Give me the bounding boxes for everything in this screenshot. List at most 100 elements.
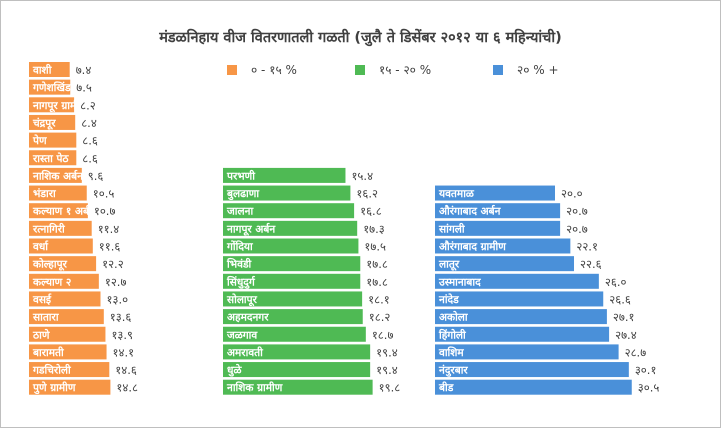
data-label: १४.१ <box>113 345 135 359</box>
data-label: १२.७ <box>105 275 127 289</box>
data-label: ११.६ <box>99 240 121 254</box>
category-label: अमरावती <box>227 346 264 359</box>
bar <box>29 79 71 95</box>
data-label: २८.७ <box>625 345 647 359</box>
data-label: २६.६ <box>609 292 631 306</box>
data-label: २६.० <box>605 275 627 289</box>
data-label: ८.२ <box>80 98 96 112</box>
data-label: १७.८ <box>366 275 388 289</box>
bar <box>435 203 561 219</box>
data-label: १४.८ <box>116 381 138 395</box>
bar <box>223 291 363 307</box>
data-label: १९.८ <box>379 381 401 395</box>
legend-label-low: ० - १५ % <box>251 63 297 77</box>
bar <box>435 379 632 395</box>
bar <box>29 167 82 183</box>
data-label: १२.२ <box>102 257 124 271</box>
bar <box>29 114 76 130</box>
data-label: ७.५ <box>76 81 92 95</box>
category-label: वाशी <box>32 64 53 77</box>
category-label: सोलापूर <box>226 293 258 307</box>
legend-swatch-low <box>227 65 237 75</box>
bar <box>435 238 571 254</box>
data-label: १८.२ <box>369 310 391 324</box>
legend-swatch-high <box>493 65 503 75</box>
data-label: १८.१ <box>368 292 390 306</box>
data-label: २७.४ <box>615 328 637 342</box>
category-label: सांगली <box>438 222 466 235</box>
bar <box>435 220 561 236</box>
bar <box>435 344 619 360</box>
category-label: यवतमाळ <box>438 188 475 200</box>
category-label: रत्नागिरी <box>32 222 66 235</box>
data-label: ८.४ <box>81 116 97 130</box>
bar-group-1: परभणी १५.४ बुलढाणा १६.२ जालना १६.८ नागपूर अर्ब… <box>223 167 401 395</box>
bar <box>223 273 361 289</box>
data-label: २०.७ <box>566 204 588 218</box>
category-label: वाशिम <box>438 346 464 359</box>
data-label: ७.४ <box>76 63 92 77</box>
category-label: वसई <box>32 293 52 306</box>
category-label: औरंगाबाद अर्बन <box>439 205 502 218</box>
bar-group-0: वाशी ७.४ गणेशखिंड ७.५ नागपूर ग्रामीण८.२ चंद्र… <box>29 62 138 395</box>
data-label: १४.६ <box>115 363 137 377</box>
legend-label-mid: १५ - २० % <box>379 63 432 77</box>
category-label: अहमदनगर <box>227 312 269 324</box>
bar <box>435 291 604 307</box>
bar <box>29 344 107 360</box>
data-label: १६.८ <box>360 204 382 218</box>
bar <box>29 362 110 378</box>
category-label: वर्धा <box>32 240 49 253</box>
chart-title: मंडळनिहाय वीज वितरणातली गळती (जुलै ते डि… <box>159 30 562 46</box>
data-label: २७.१ <box>613 310 635 324</box>
data-label: १०.५ <box>93 187 115 201</box>
bar <box>29 220 92 236</box>
category-label: कोल्हापूर <box>32 258 68 272</box>
bar <box>435 256 575 272</box>
bar <box>29 185 87 201</box>
data-label: १०.७ <box>94 204 116 218</box>
bar <box>29 150 77 166</box>
bar <box>435 326 610 342</box>
category-label: नाशिक अर्बन <box>32 169 84 182</box>
category-label: जळगाव <box>226 329 258 341</box>
data-label: १५.४ <box>351 169 373 183</box>
category-label: ठाणे <box>32 328 50 341</box>
category-label: औरंगाबाद ग्रामीण <box>439 240 506 253</box>
bar <box>29 238 93 254</box>
bar <box>29 256 97 272</box>
bar-group-2: यवतमाळ २०.० औरंगाबाद अर्बन २०.७ सांगली २०.७ और… <box>435 185 660 395</box>
bar <box>223 379 373 395</box>
data-label: ३०.५ <box>638 381 660 395</box>
category-label: जालना <box>226 206 254 218</box>
category-label: नाशिक ग्रामीण <box>226 381 283 394</box>
category-label: धुळे <box>227 364 242 378</box>
legend-item-high: २० % + <box>493 61 559 78</box>
bar <box>29 97 75 113</box>
bar <box>29 132 77 148</box>
data-label: २२.६ <box>580 257 602 271</box>
data-label: १७.३ <box>363 222 385 236</box>
data-label: १३.६ <box>110 310 132 324</box>
category-label: गडचिरोली <box>32 364 72 377</box>
bar <box>223 220 358 236</box>
data-label: १६.२ <box>356 187 378 201</box>
category-label: बारामती <box>32 346 65 359</box>
bar <box>223 344 371 360</box>
data-label: १८.७ <box>372 328 394 342</box>
category-label: बुलढाणा <box>226 188 260 201</box>
bar <box>223 167 346 183</box>
data-label: ९.६ <box>88 169 104 183</box>
category-label: भिवंडी <box>226 258 253 271</box>
bar <box>223 185 351 201</box>
category-label: नागपूर ग्रामीण <box>32 99 87 113</box>
legend-item-mid: १५ - २० % <box>355 61 431 78</box>
data-label: १३.० <box>107 292 129 306</box>
bar <box>29 273 99 289</box>
legend-item-low: ० - १५ % <box>227 61 297 78</box>
bar <box>223 362 371 378</box>
bar <box>29 203 88 219</box>
category-label: गणेशखिंड <box>32 81 71 94</box>
category-label: उस्मानाबाद <box>438 276 481 288</box>
